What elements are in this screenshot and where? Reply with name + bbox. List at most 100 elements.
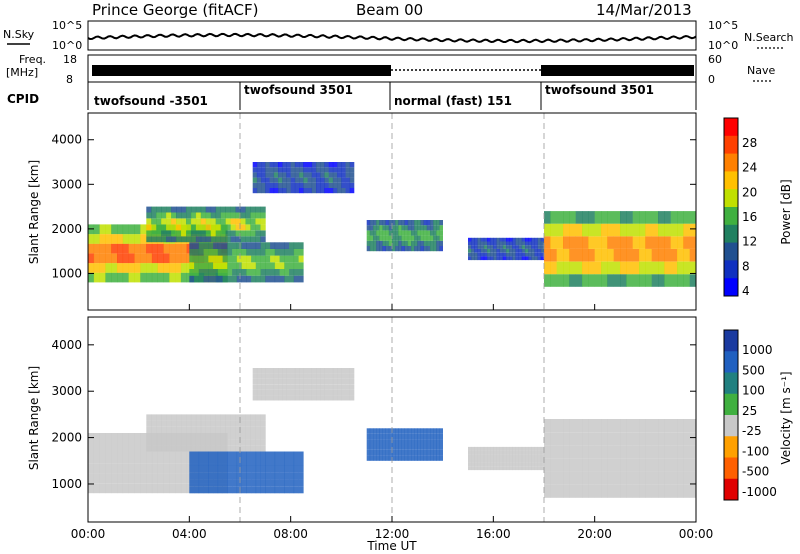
echo-cell: [273, 389, 279, 396]
echo-cell: [499, 237, 504, 242]
echo-cell: [205, 445, 212, 452]
echo-cell: [255, 248, 261, 256]
echo-cell: [328, 384, 334, 390]
echo-cell: [217, 458, 223, 466]
echo-cell: [213, 269, 219, 276]
echo-cell: [487, 450, 491, 455]
echo-cell: [186, 420, 192, 427]
echo-cell: [417, 225, 421, 231]
echo-cell: [217, 275, 223, 283]
freq-tick-bottom: 8: [66, 73, 73, 86]
echo-cell: [683, 211, 690, 224]
echo-cell: [490, 237, 494, 242]
echo-cell: [225, 236, 231, 243]
echo-cell: [220, 433, 226, 440]
echo-cell: [250, 433, 256, 440]
echo-cell: [639, 419, 646, 433]
echo-cell: [232, 479, 238, 487]
echo-cell: [531, 458, 535, 463]
echo-cell: [151, 453, 158, 463]
echo-cell: [151, 224, 157, 231]
echo-cell: [607, 211, 614, 224]
echo-cell: [588, 419, 595, 433]
echo-cell: [677, 458, 684, 472]
echo-cell: [161, 224, 167, 231]
echo-cell: [278, 368, 283, 374]
freq-panel-frame: [87, 54, 697, 83]
echo-cell: [423, 444, 428, 450]
power-colorbar-swatch: [724, 242, 738, 261]
echo-cell: [181, 414, 187, 421]
echo-cell: [528, 237, 532, 242]
echo-cell: [256, 389, 262, 396]
echo-cell: [341, 378, 346, 385]
echo-cell: [373, 235, 377, 241]
echo-cell: [261, 395, 266, 401]
echo-cell: [414, 450, 418, 456]
echo-cell: [189, 275, 195, 283]
freq-band-1: [92, 65, 391, 76]
echo-cell: [260, 433, 266, 440]
echo-cell: [176, 212, 182, 219]
echo-cell: [171, 439, 177, 446]
echo-cell: [198, 262, 204, 269]
echo-cell: [171, 414, 177, 421]
echo-cell: [407, 230, 412, 236]
echo-cell: [134, 253, 141, 264]
echo-cell: [166, 414, 172, 421]
echo-cell: [261, 188, 266, 194]
echo-cell: [430, 220, 434, 226]
echo-cell: [382, 433, 386, 440]
echo-cell: [217, 255, 223, 263]
echo-cell: [146, 439, 152, 446]
echo-cell: [382, 450, 386, 456]
echo-cell: [200, 218, 207, 225]
echo-cell: [490, 248, 494, 253]
echo-cell: [569, 484, 576, 498]
echo-cell: [645, 484, 652, 498]
echo-cell: [626, 248, 633, 262]
echo-cell: [677, 471, 684, 485]
echo-cell: [563, 484, 570, 498]
echo-cell: [490, 466, 494, 471]
echo-cell: [217, 451, 223, 459]
echo-cell: [544, 432, 551, 446]
cpid-segment-4: twofsound 3501: [545, 83, 654, 97]
echo-cell: [328, 162, 334, 168]
echo-cell: [531, 454, 535, 459]
echo-cell: [670, 211, 678, 224]
echo-cell: [601, 419, 608, 433]
echo-cell: [407, 455, 412, 461]
echo-cell: [241, 248, 247, 256]
echo-cell: [298, 275, 304, 283]
echo-cell: [166, 433, 172, 440]
echo-cell: [194, 242, 200, 249]
echo-cell: [689, 445, 697, 459]
echo-cell: [487, 458, 491, 463]
echo-cell: [265, 465, 271, 473]
echo-cell: [250, 212, 256, 219]
echo-cell: [190, 433, 197, 440]
echo-cell: [240, 420, 246, 427]
echo-cell: [439, 433, 443, 440]
echo-cell: [512, 458, 516, 463]
echo-cell: [477, 237, 481, 242]
echo-cell: [245, 426, 251, 433]
echo-cell: [651, 432, 659, 446]
echo-cell: [506, 248, 510, 253]
echo-cell: [540, 256, 545, 261]
echo-cell: [236, 458, 242, 466]
echo-cell: [278, 182, 283, 188]
echo-cell: [433, 240, 437, 246]
echo-cell: [664, 236, 671, 249]
echo-cell: [401, 455, 405, 461]
echo-cell: [626, 236, 633, 249]
echo-cell: [282, 373, 287, 379]
echo-cell: [613, 432, 621, 446]
echo-cell: [176, 433, 182, 440]
echo-cell: [246, 486, 252, 494]
echo-cell: [550, 445, 557, 459]
echo-cell: [122, 234, 129, 244]
echo-cell: [215, 420, 221, 427]
echo-cell: [477, 458, 481, 463]
